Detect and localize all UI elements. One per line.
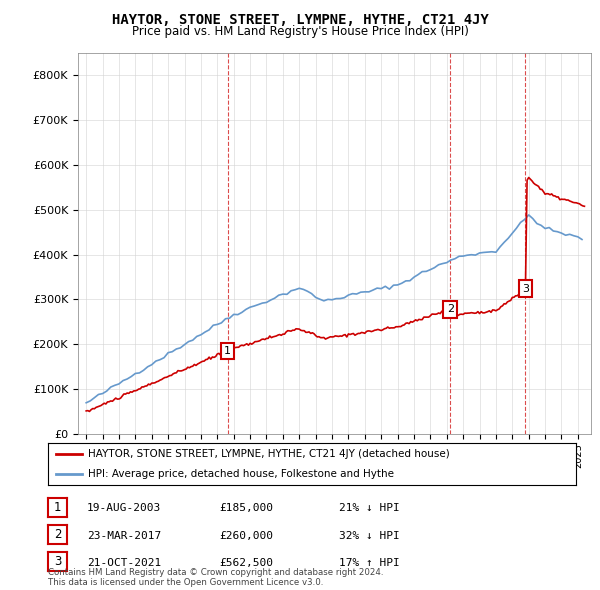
Text: Price paid vs. HM Land Registry's House Price Index (HPI): Price paid vs. HM Land Registry's House …: [131, 25, 469, 38]
Text: 2: 2: [447, 304, 454, 314]
Text: 1: 1: [224, 346, 231, 356]
Text: 19-AUG-2003: 19-AUG-2003: [87, 503, 161, 513]
Text: 23-MAR-2017: 23-MAR-2017: [87, 530, 161, 540]
Text: £562,500: £562,500: [219, 558, 273, 568]
Text: HAYTOR, STONE STREET, LYMPNE, HYTHE, CT21 4JY: HAYTOR, STONE STREET, LYMPNE, HYTHE, CT2…: [112, 13, 488, 27]
Text: 2: 2: [54, 528, 61, 541]
Text: 3: 3: [522, 284, 529, 294]
Text: £185,000: £185,000: [219, 503, 273, 513]
Text: 1: 1: [54, 501, 61, 514]
Text: Contains HM Land Registry data © Crown copyright and database right 2024.: Contains HM Land Registry data © Crown c…: [48, 568, 383, 577]
Text: 21-OCT-2021: 21-OCT-2021: [87, 558, 161, 568]
Text: HPI: Average price, detached house, Folkestone and Hythe: HPI: Average price, detached house, Folk…: [88, 468, 394, 478]
Text: This data is licensed under the Open Government Licence v3.0.: This data is licensed under the Open Gov…: [48, 578, 323, 587]
Text: 32% ↓ HPI: 32% ↓ HPI: [339, 530, 400, 540]
Text: £260,000: £260,000: [219, 530, 273, 540]
Text: 17% ↑ HPI: 17% ↑ HPI: [339, 558, 400, 568]
Text: 21% ↓ HPI: 21% ↓ HPI: [339, 503, 400, 513]
Text: HAYTOR, STONE STREET, LYMPNE, HYTHE, CT21 4JY (detached house): HAYTOR, STONE STREET, LYMPNE, HYTHE, CT2…: [88, 449, 449, 459]
Text: 3: 3: [54, 555, 61, 568]
